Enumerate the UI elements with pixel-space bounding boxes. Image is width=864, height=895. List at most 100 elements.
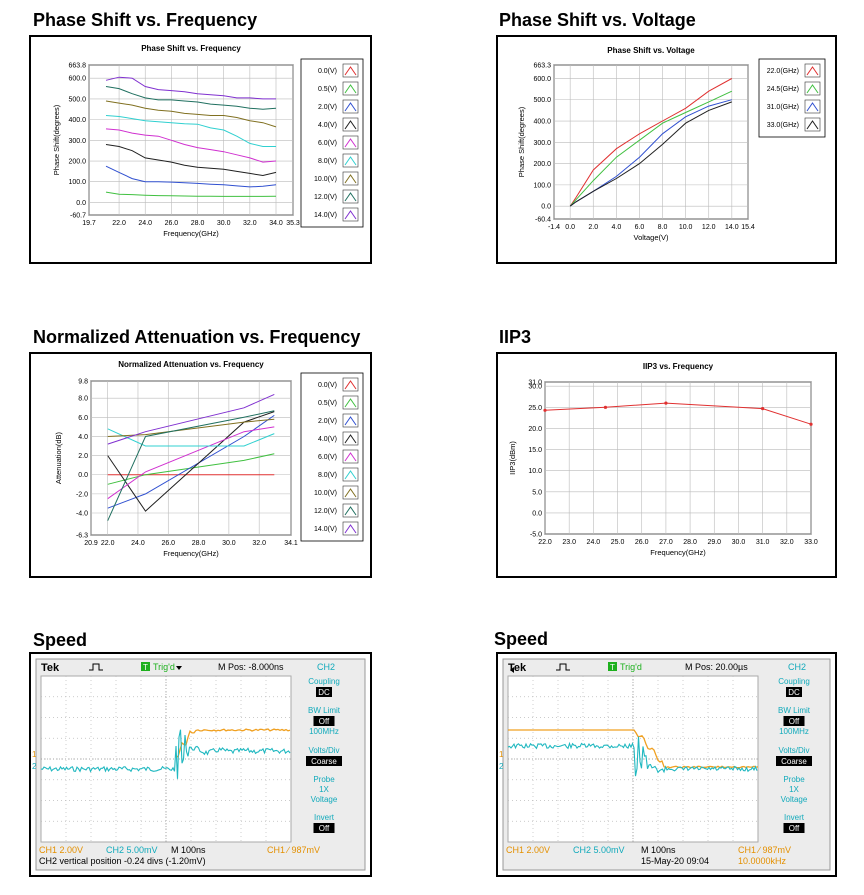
atten-legend-label: 12.0(V) (314, 508, 337, 515)
phase_volt-series-line-1 (569, 90, 733, 207)
phase_freq-x-tick-label: 19.7 (82, 220, 96, 227)
atten-legend-swatch (342, 521, 359, 536)
phase_volt-legend-label: 22.0(GHz) (767, 68, 799, 75)
atten-x-tick-label: 32.0 (252, 540, 266, 547)
phase_volt-legend-marker (806, 66, 819, 76)
phase_freq-legend-swatch (342, 207, 359, 222)
atten-x-axis-label: Frequency(GHz) (163, 549, 219, 558)
phase_freq-legend-label: 0.5(V) (318, 86, 337, 93)
scope2-menu-value[interactable]: Off (789, 824, 800, 833)
iip3-y-tick-label: 30.0 (528, 384, 542, 391)
phase_freq-y-tick-label: 600.0 (68, 76, 86, 83)
atten-chart-title: Normalized Attenuation vs. Frequency (118, 360, 264, 369)
iip3-y-tick-label: 10.0 (528, 468, 542, 475)
phase_volt-legend-marker (806, 120, 819, 130)
scope2-menu-label[interactable]: Volts/Div (778, 746, 809, 755)
scope2-ch1: CH1 2.00V (506, 845, 550, 855)
phase_volt-legend-swatch (804, 117, 821, 132)
scope1-menu-value[interactable]: Coarse (311, 757, 337, 766)
scope1-menu-label[interactable]: Probe (313, 775, 335, 784)
atten-series-line-2 (107, 414, 275, 509)
phase_freq-x-tick-label: 28.0 (191, 220, 205, 227)
scope1-menu-sub: Voltage (311, 795, 338, 804)
phase_freq-x-tick-label: 26.0 (165, 220, 179, 227)
phase_freq-y-tick-label: -60.7 (70, 213, 86, 220)
scope1-menu-sub: 1X (319, 785, 329, 794)
scope1-menu-label[interactable]: Volts/Div (308, 746, 339, 755)
scope2-date: 15-May-20 09:04 (641, 856, 709, 866)
iip3-chart: IIP3 vs. Frequency 22.0 23.0 24.0 25.0 26.0 27… (508, 362, 818, 557)
scope2-menu-label[interactable]: Invert (784, 813, 805, 822)
scope1-menu-label[interactable]: Coupling (308, 677, 340, 686)
scope2-menu-label[interactable]: BW Limit (778, 706, 811, 715)
atten-legend-marker (344, 506, 357, 516)
atten-legend-swatch (342, 431, 359, 446)
phase_freq-legend-swatch (342, 171, 359, 186)
phase_volt-y-axis-label: Phase Shift(degrees) (517, 106, 526, 177)
iip3-chart-frame: IIP3 vs. Frequency 22.0 23.0 24.0 25.0 26.0 27… (496, 352, 837, 578)
phase_freq-legend-swatch (342, 189, 359, 204)
phase_freq-legend-label: 0.0(V) (318, 68, 337, 75)
phase_freq-series-line-3 (105, 144, 277, 177)
scope2-menu-value[interactable]: Coarse (781, 757, 807, 766)
scope1-frame: Tek T Trig'd M Pos: -8.000ns CH2 1 2 Coup… (29, 652, 372, 877)
atten-y-tick-label: 8.0 (78, 396, 88, 403)
atten-legend-swatch (342, 467, 359, 482)
phase_freq-x-tick-label: 34.0 (269, 220, 283, 227)
atten-x-tick-label: 34.1 (284, 540, 298, 547)
phase_freq-series-line-2 (105, 165, 277, 188)
atten-x-tick-label: 28.0 (192, 540, 206, 547)
scope2-brand: Tek (508, 662, 527, 674)
phase_freq-series-line-4 (105, 128, 277, 163)
scope2-menu-label[interactable]: Probe (783, 775, 805, 784)
atten-y-tick-label: -4.0 (76, 511, 88, 518)
phase_freq-legend-label: 14.0(V) (314, 212, 337, 219)
atten-legend-swatch (342, 503, 359, 518)
scope2-menu-label[interactable]: Coupling (778, 677, 810, 686)
scope2-menu-value[interactable]: Off (789, 717, 800, 726)
iip3-data-point (603, 405, 608, 409)
atten-legend-label: 6.0(V) (318, 454, 337, 461)
phase_volt-x-tick-label: 15.4 (741, 224, 755, 231)
scope2-ch1-marker: 1 (499, 750, 504, 759)
scope2-menu-value[interactable]: DC (788, 688, 800, 697)
scope1-trig-badge (141, 662, 150, 671)
scope1-menu-label[interactable]: Invert (314, 813, 335, 822)
iip3-data-point (664, 401, 668, 405)
atten-y-tick-label: 9.8 (78, 379, 88, 386)
scope1-menu-label[interactable]: BW Limit (308, 706, 341, 715)
scope1-menu-value[interactable]: Off (319, 824, 330, 833)
scope2-menu-value-bg (786, 687, 802, 697)
iip3-data-point (761, 407, 765, 411)
phase-volt-chart-frame: Phase Shift vs. Voltage -1.4 0.0 2.0 4.0 6.0 8… (496, 35, 837, 264)
scope2-ch2: CH2 5.00mV (573, 845, 625, 855)
scope1-menu-value[interactable]: DC (318, 688, 330, 697)
scope2-ch2-marker: 2 (499, 762, 504, 771)
atten-legend-swatch (342, 413, 359, 428)
phase_freq-legend-marker (344, 156, 357, 166)
atten-y-tick-label: 4.0 (78, 434, 88, 441)
phase_volt-y-tick-label: -60.4 (535, 217, 551, 224)
phase_freq-legend-label: 6.0(V) (318, 140, 337, 147)
scope1-menu-sub: 100MHz (309, 727, 339, 736)
atten-legend-label: 10.0(V) (314, 490, 337, 497)
iip3-data-point (809, 422, 813, 426)
iip3-y-tick-label: 15.0 (528, 447, 542, 454)
phase-freq-section-title: Phase Shift vs. Frequency (33, 10, 258, 30)
scope1-pulse-icon (89, 663, 103, 671)
scope2-menu-value-bg (783, 823, 805, 833)
phase_freq-y-tick-label: 400.0 (68, 117, 86, 124)
scope1-menu-value-bg (313, 823, 335, 833)
scope1-menu-value[interactable]: Off (319, 717, 330, 726)
atten-x-tick-label: 30.0 (222, 540, 236, 547)
phase_freq-legend-marker (344, 84, 357, 94)
atten-legend-label: 2.0(V) (318, 418, 337, 425)
atten-x-tick-label: 24.0 (131, 540, 145, 547)
scope1-trig-ch: CH1 ∕ 987mV (267, 845, 320, 855)
atten-legend-marker (344, 434, 357, 444)
speed2-section-title: Speed (494, 629, 549, 649)
scope1-trig-badge-text: T (143, 663, 148, 672)
phase_freq-legend-marker (344, 120, 357, 130)
iip3-x-tick-label: 31.0 (756, 539, 770, 546)
phase_volt-legend-label: 33.0(GHz) (767, 122, 799, 129)
